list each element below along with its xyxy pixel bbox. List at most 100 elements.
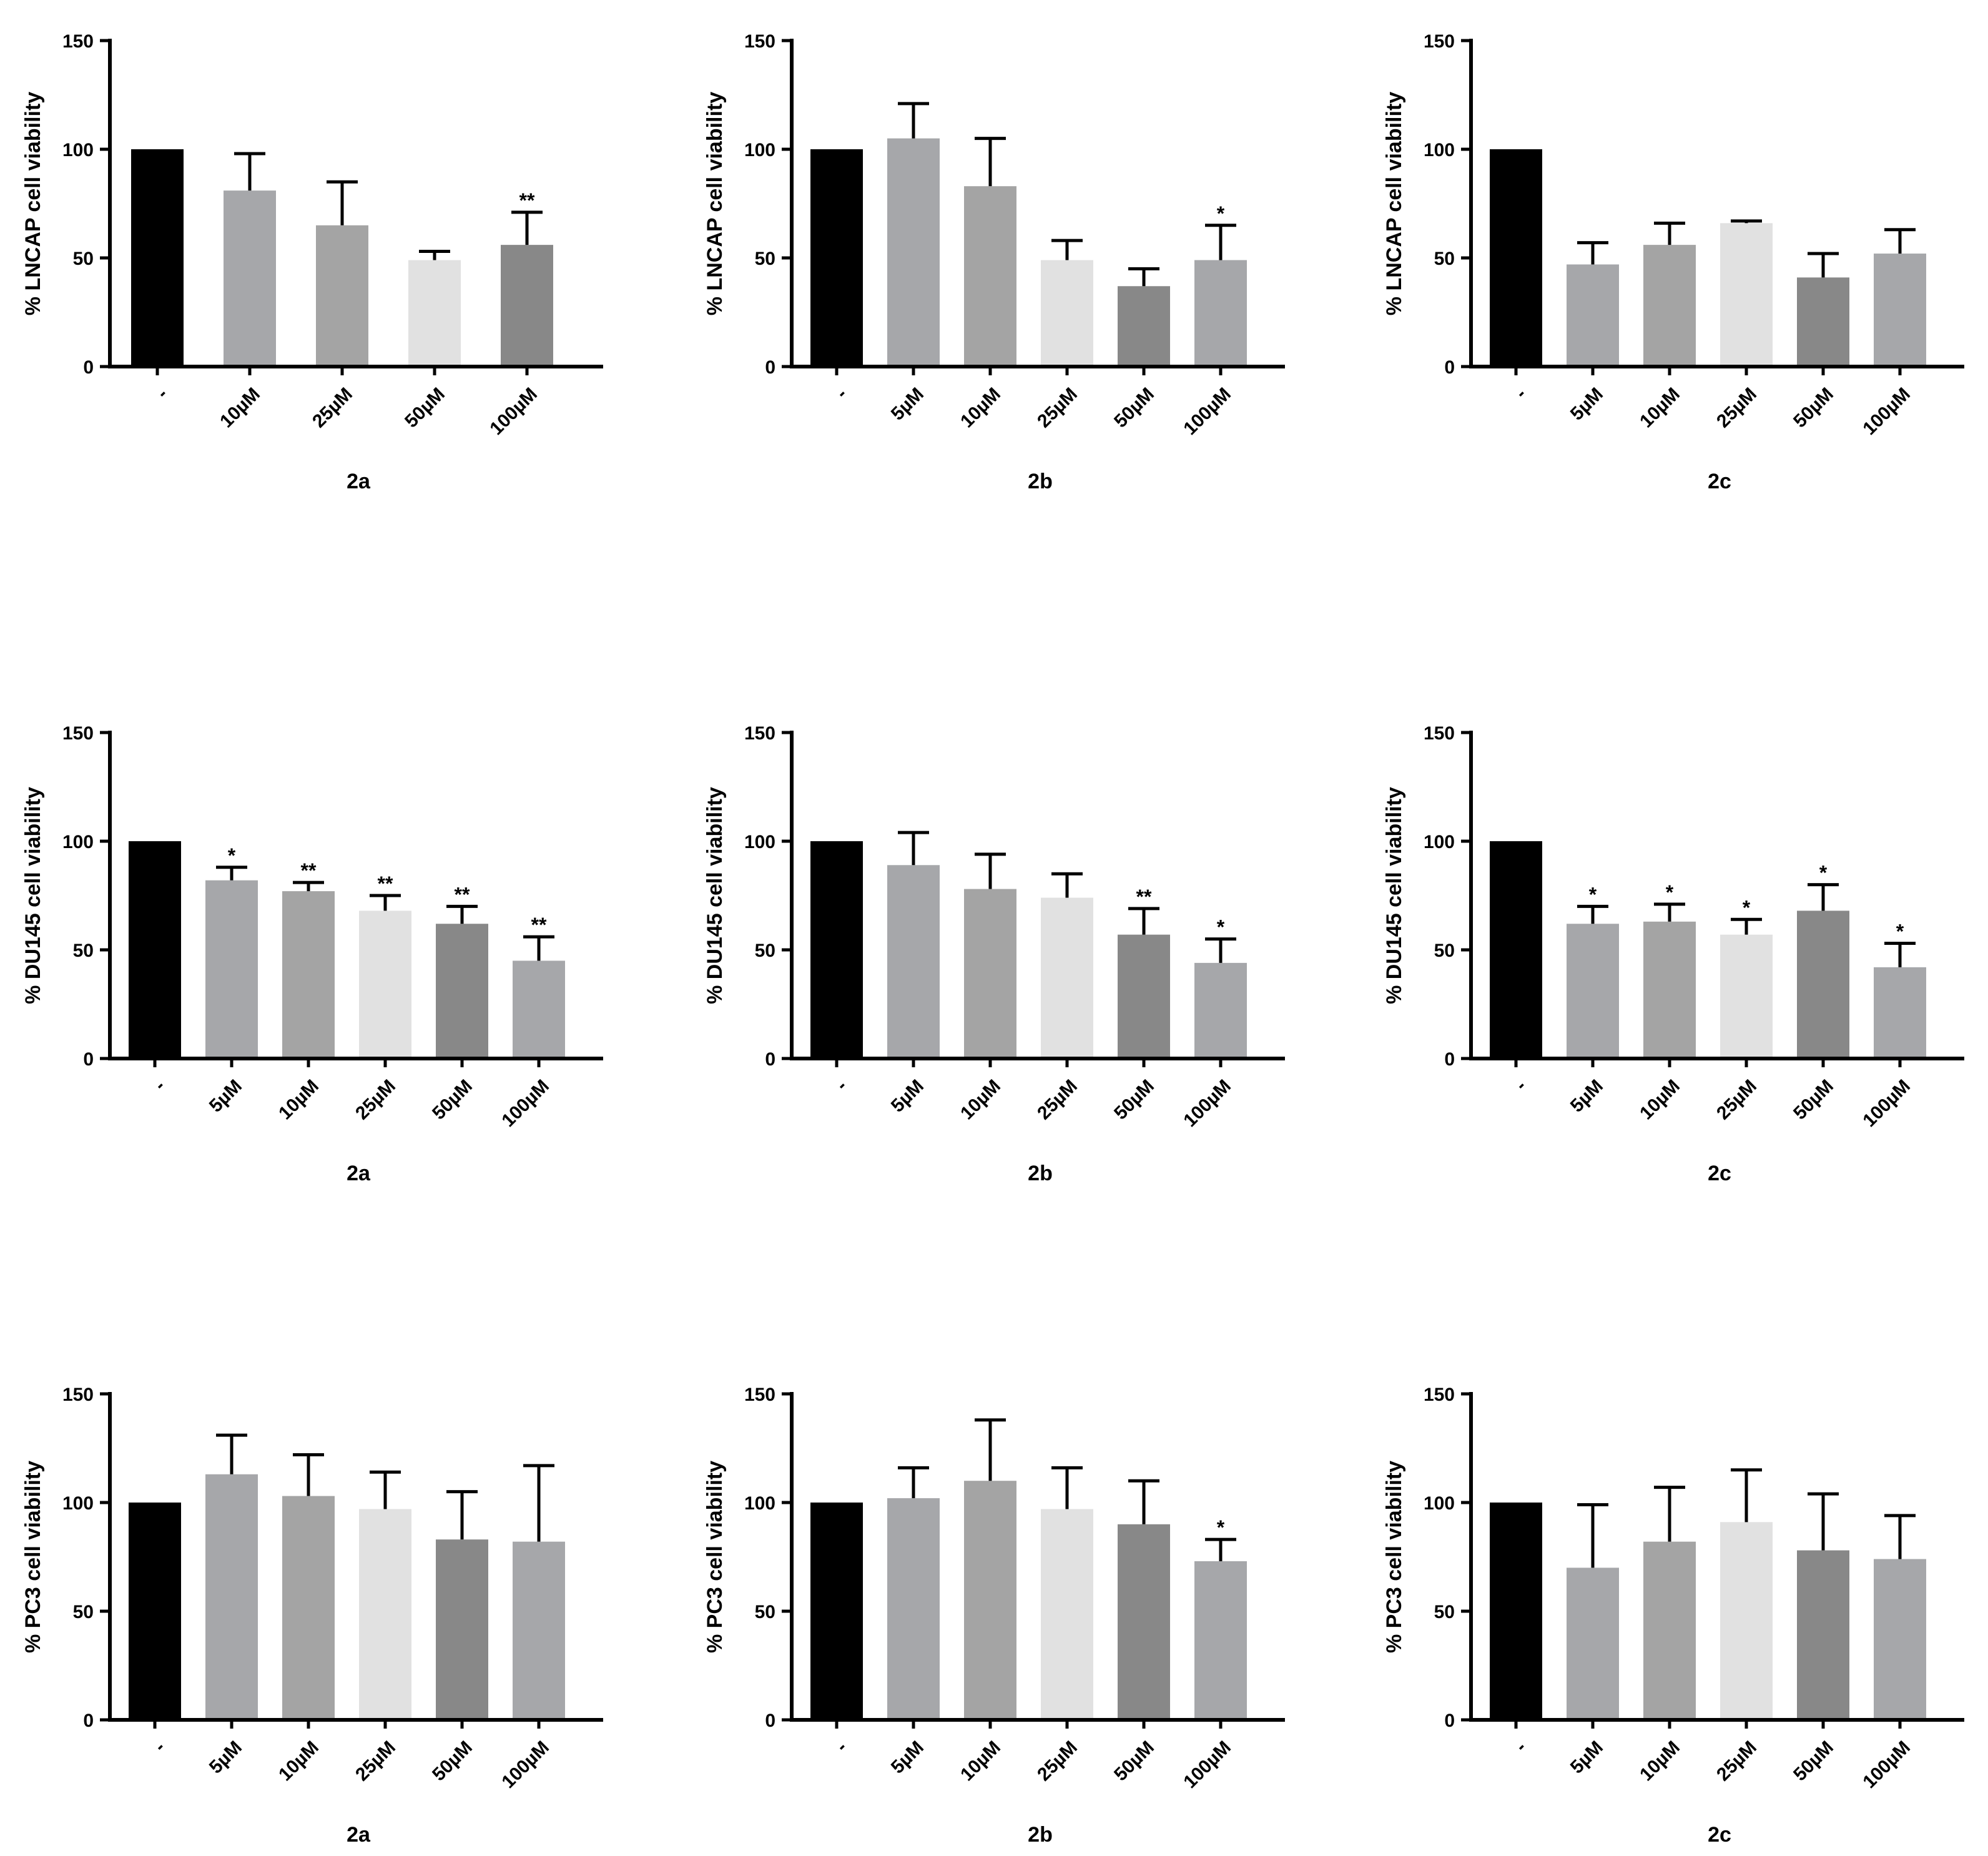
bar-6 xyxy=(1874,1559,1926,1720)
chart-panel-4: - * 5µM ** 10µM ** 25µM ** 50µM ** 100µM 0 50 100 150%… xyxy=(21,723,603,1185)
category-label-3: 25µM xyxy=(308,384,357,432)
y-tick-label-100: 100 xyxy=(62,140,94,160)
category-label-1: - xyxy=(832,1076,851,1095)
bar-2 xyxy=(887,138,940,367)
category-label-5: 50µM xyxy=(1789,1737,1838,1785)
bar-6 xyxy=(513,1541,565,1720)
bar-6 xyxy=(1194,962,1247,1059)
y-tick-label-0: 0 xyxy=(1444,357,1455,378)
category-label-3: 10µM xyxy=(1636,1076,1684,1124)
bar-4 xyxy=(1041,1509,1093,1720)
significance-label-5: ** xyxy=(1136,886,1152,908)
y-axis-title: % DU145 cell viability xyxy=(21,787,45,1004)
bar-4 xyxy=(1720,223,1773,367)
category-label-4: 25µM xyxy=(1713,384,1761,432)
bar-5 xyxy=(436,924,488,1059)
y-tick-label-50: 50 xyxy=(755,249,775,269)
significance-label-3: ** xyxy=(301,859,317,882)
x-axis-title: 2b xyxy=(1028,1823,1053,1847)
bar-1 xyxy=(810,149,863,367)
y-tick-label-0: 0 xyxy=(765,1710,775,1731)
x-axis-title: 2c xyxy=(1708,1162,1731,1185)
bar-1 xyxy=(810,1503,863,1720)
bar-4 xyxy=(359,911,411,1059)
y-tick-label-0: 0 xyxy=(83,1710,94,1731)
category-label-3: 10µM xyxy=(1636,384,1684,432)
chart-panel-7: - 5µM 10µM 25µM 50µM 100µM 0 50 100 150 % PC3 cell… xyxy=(21,1385,603,1847)
y-tick-label-0: 0 xyxy=(1444,1710,1455,1731)
y-axis-title: % LNCAP cell viability xyxy=(703,92,727,315)
y-axis-title: % PC3 cell viability xyxy=(1382,1461,1406,1653)
y-tick-label-100: 100 xyxy=(744,1493,775,1514)
category-label-4: 25µM xyxy=(1033,1076,1081,1124)
category-label-1: - xyxy=(1512,1076,1530,1095)
y-tick-label-0: 0 xyxy=(83,1049,94,1070)
significance-label-3: * xyxy=(1666,881,1674,904)
significance-label-6: * xyxy=(1217,202,1225,225)
category-label-3: 10µM xyxy=(957,384,1005,432)
y-tick-label-50: 50 xyxy=(1434,249,1455,269)
bar-3 xyxy=(282,891,335,1059)
significance-label-5: * xyxy=(1819,862,1828,884)
category-label-6: 100µM xyxy=(1859,1737,1914,1793)
category-label-4: 25µM xyxy=(352,1076,400,1124)
category-label-2: 5µM xyxy=(1567,1737,1607,1778)
bar-5 xyxy=(1118,286,1170,367)
bar-2 xyxy=(224,190,276,367)
bar-3 xyxy=(964,889,1016,1059)
x-axis-title: 2c xyxy=(1708,1823,1731,1847)
category-label-4: 50µM xyxy=(401,384,449,432)
y-tick-label-50: 50 xyxy=(1434,940,1455,961)
bar-3 xyxy=(1643,1541,1696,1720)
y-tick-label-0: 0 xyxy=(765,357,775,378)
chart-panel-3: - 5µM 10µM 25µM 50µM 100µM 0 50 100 150 % LNCAP ce… xyxy=(1382,31,1964,493)
category-label-1: - xyxy=(1512,1737,1530,1756)
y-tick-label-150: 150 xyxy=(62,723,94,744)
bar-6 xyxy=(1194,260,1247,367)
bar-3 xyxy=(1643,245,1696,367)
category-label-5: 50µM xyxy=(1789,1076,1838,1124)
category-label-6: 100µM xyxy=(1859,1076,1914,1132)
category-label-3: 10µM xyxy=(1636,1737,1684,1785)
bar-3 xyxy=(316,225,368,367)
y-tick-label-100: 100 xyxy=(744,140,775,160)
bar-5 xyxy=(1118,1524,1170,1720)
bar-1 xyxy=(810,841,863,1059)
category-label-4: 25µM xyxy=(1713,1737,1761,1785)
bar-5 xyxy=(501,245,553,367)
bar-2 xyxy=(205,880,258,1059)
category-label-2: 5µM xyxy=(205,1737,246,1778)
category-label-4: 25µM xyxy=(1713,1076,1761,1124)
bar-3 xyxy=(964,1481,1016,1720)
category-label-1: - xyxy=(832,1737,851,1756)
chart-panel-1: - 10µM 25µM 50µM ** 100µM 0 50 100 150 % LNCAP cel… xyxy=(21,31,603,493)
bar-4 xyxy=(408,260,461,367)
y-tick-label-100: 100 xyxy=(62,1493,94,1514)
category-label-5: 50µM xyxy=(428,1076,476,1124)
significance-label-2: * xyxy=(1589,883,1597,906)
category-label-3: 10µM xyxy=(957,1737,1005,1785)
bar-5 xyxy=(436,1539,488,1720)
y-axis-title: % PC3 cell viability xyxy=(21,1461,45,1653)
significance-label-6: * xyxy=(1896,921,1904,943)
category-label-3: 10µM xyxy=(275,1737,323,1785)
y-tick-label-100: 100 xyxy=(744,832,775,852)
y-tick-label-100: 100 xyxy=(1424,1493,1455,1514)
y-tick-label-50: 50 xyxy=(755,940,775,961)
y-tick-label-50: 50 xyxy=(755,1602,775,1622)
y-tick-label-150: 150 xyxy=(744,1385,775,1405)
category-label-1: - xyxy=(153,384,172,403)
bar-6 xyxy=(513,960,565,1059)
significance-label-2: * xyxy=(228,844,236,867)
significance-label-6: * xyxy=(1217,916,1225,939)
y-tick-label-150: 150 xyxy=(744,31,775,52)
bar-3 xyxy=(1643,921,1696,1059)
bar-3 xyxy=(964,186,1016,367)
y-tick-label-150: 150 xyxy=(1424,1385,1455,1405)
category-label-1: - xyxy=(1512,384,1530,403)
category-label-2: 5µM xyxy=(205,1076,246,1117)
bar-4 xyxy=(1720,1522,1773,1720)
bar-5 xyxy=(1118,934,1170,1059)
y-tick-label-100: 100 xyxy=(1424,140,1455,160)
